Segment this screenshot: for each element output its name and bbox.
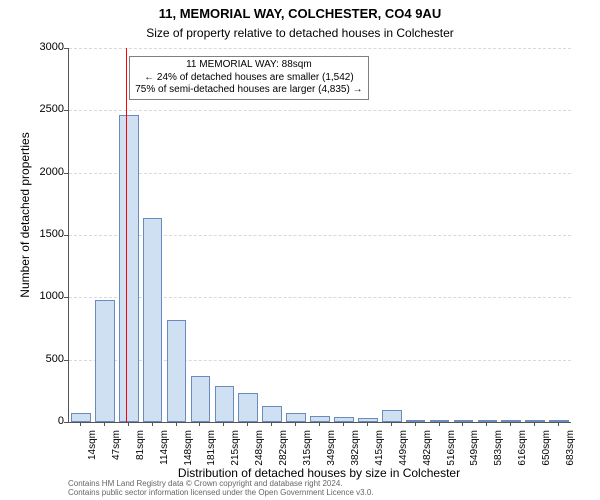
y-tick-mark (64, 110, 68, 111)
x-axis-label: Distribution of detached houses by size … (68, 466, 570, 480)
histogram-bar (71, 413, 91, 422)
x-tick-mark (415, 422, 416, 426)
histogram-bar (454, 420, 474, 422)
histogram-bar (191, 376, 211, 422)
chart-title: 11, MEMORIAL WAY, COLCHESTER, CO4 9AU (0, 6, 600, 21)
chart-subtitle: Size of property relative to detached ho… (0, 26, 600, 40)
x-tick-mark (80, 422, 81, 426)
histogram-bar (406, 420, 426, 422)
info-box-line-2: ← 24% of detached houses are smaller (1,… (135, 72, 362, 85)
histogram-bar (143, 218, 163, 422)
y-tick-mark (64, 173, 68, 174)
y-tick-mark (64, 297, 68, 298)
histogram-bar (334, 417, 354, 422)
y-tick-mark (64, 360, 68, 361)
histogram-bar (95, 300, 115, 422)
histogram-bar (358, 418, 378, 422)
x-tick-mark (486, 422, 487, 426)
histogram-bar (167, 320, 187, 422)
x-tick-mark (534, 422, 535, 426)
y-tick-mark (64, 422, 68, 423)
x-tick-mark (152, 422, 153, 426)
x-tick-mark (176, 422, 177, 426)
x-tick-mark (199, 422, 200, 426)
x-tick-mark (104, 422, 105, 426)
x-tick-mark (223, 422, 224, 426)
grid-line (69, 48, 571, 49)
info-box-line-3: 75% of semi-detached houses are larger (… (135, 84, 362, 97)
y-axis-label: Number of detached properties (18, 50, 32, 380)
x-tick-mark (367, 422, 368, 426)
x-tick-mark (462, 422, 463, 426)
x-tick-mark (271, 422, 272, 426)
plot-area: 11 MEMORIAL WAY: 88sqm← 24% of detached … (68, 48, 571, 423)
histogram-bar (262, 406, 282, 422)
x-tick-mark (391, 422, 392, 426)
subject-marker-line (126, 48, 127, 422)
y-tick-mark (64, 48, 68, 49)
x-tick-mark (247, 422, 248, 426)
grid-line (69, 173, 571, 174)
attribution-footer: Contains HM Land Registry data © Crown c… (68, 480, 590, 498)
histogram-bar (382, 410, 402, 422)
chart-container: 11, MEMORIAL WAY, COLCHESTER, CO4 9AU Si… (0, 0, 600, 500)
x-tick-mark (343, 422, 344, 426)
histogram-bar (478, 420, 498, 422)
attribution-line-2: Contains public sector information licen… (68, 489, 590, 498)
x-tick-mark (319, 422, 320, 426)
x-tick-mark (128, 422, 129, 426)
y-tick-mark (64, 235, 68, 236)
x-tick-mark (439, 422, 440, 426)
x-tick-mark (295, 422, 296, 426)
histogram-bar (119, 115, 139, 422)
x-tick-mark (558, 422, 559, 426)
grid-line (69, 110, 571, 111)
histogram-bar (238, 393, 258, 422)
histogram-bar (286, 413, 306, 422)
info-box-line-1: 11 MEMORIAL WAY: 88sqm (135, 59, 362, 72)
x-tick-mark (510, 422, 511, 426)
subject-info-box: 11 MEMORIAL WAY: 88sqm← 24% of detached … (129, 56, 368, 100)
histogram-bar (215, 386, 235, 422)
y-tick-label: 0 (14, 415, 64, 427)
histogram-bar (430, 420, 450, 422)
